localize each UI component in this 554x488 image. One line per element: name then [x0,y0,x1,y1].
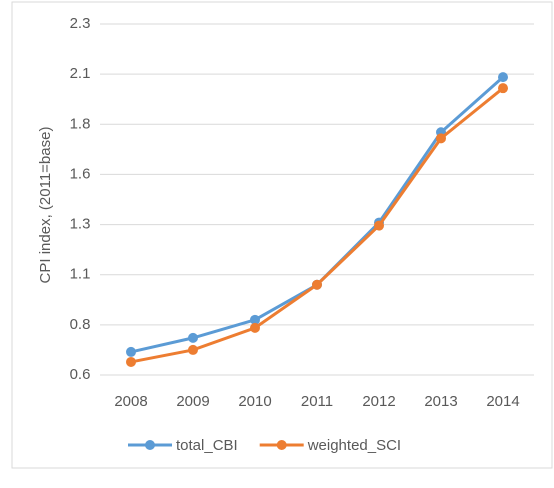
chart-frame [11,1,553,469]
data-point [250,322,260,333]
x-tick-label: 2009 [176,393,209,410]
legend-marker [276,440,287,450]
x-tick-label: 2010 [238,393,271,410]
data-point [374,220,384,231]
data-point [126,356,136,367]
y-axis-label: CPI index, (2011=base) [37,127,54,284]
x-tick-label: 2014 [486,393,519,410]
data-point [250,314,260,325]
legend-label: weighted_SCI [307,437,401,454]
y-tick-label: 1.6 [70,165,91,182]
data-point [126,346,136,357]
y-tick-label: 0.8 [70,316,91,333]
data-point [188,332,198,343]
y-tick-label: 1.1 [70,266,91,283]
y-tick-label: 1.8 [70,115,91,132]
x-tick-label: 2011 [301,393,333,410]
x-tick-label: 2012 [362,393,395,410]
y-tick-label: 2.3 [70,15,91,32]
data-point [436,133,446,144]
data-point [498,72,508,83]
y-tick-label: 0.6 [70,366,91,383]
y-tick-label: 1.3 [70,216,91,233]
x-tick-label: 2008 [114,393,147,410]
y-tick-label: 2.1 [70,65,91,82]
legend-marker [145,440,155,450]
legend-label: total_CBI [176,437,238,454]
data-point [188,344,198,355]
x-tick-label: 2013 [424,393,457,410]
data-point [498,83,508,94]
data-point [312,279,322,290]
